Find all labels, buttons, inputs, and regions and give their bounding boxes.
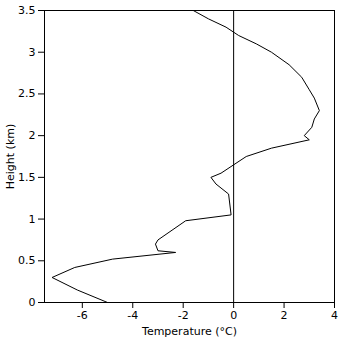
svg-text:Height (km): Height (km) xyxy=(4,124,17,190)
svg-text:1: 1 xyxy=(29,213,36,226)
svg-text:0: 0 xyxy=(230,309,237,322)
svg-text:1.5: 1.5 xyxy=(18,171,36,184)
svg-text:3.5: 3.5 xyxy=(18,4,36,17)
svg-text:Temperature (°C): Temperature (°C) xyxy=(141,325,237,338)
svg-text:2: 2 xyxy=(281,309,288,322)
svg-text:-6: -6 xyxy=(77,309,88,322)
svg-text:-4: -4 xyxy=(127,309,138,322)
svg-text:0.5: 0.5 xyxy=(18,254,36,267)
svg-text:-2: -2 xyxy=(178,309,189,322)
svg-text:3: 3 xyxy=(29,46,36,59)
svg-text:0: 0 xyxy=(29,296,36,309)
svg-text:2.5: 2.5 xyxy=(18,87,36,100)
svg-text:4: 4 xyxy=(331,309,338,322)
svg-text:2: 2 xyxy=(29,129,36,142)
